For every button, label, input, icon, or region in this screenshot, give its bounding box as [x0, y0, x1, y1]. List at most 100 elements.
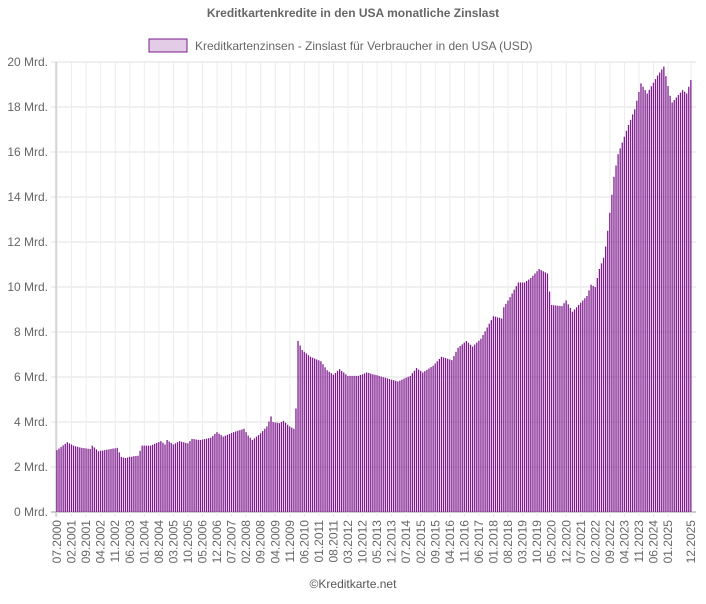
- bar[interactable]: [158, 442, 160, 512]
- bar[interactable]: [347, 375, 349, 512]
- bar[interactable]: [513, 289, 515, 512]
- bar[interactable]: [390, 379, 393, 512]
- bar[interactable]: [295, 408, 297, 513]
- bar[interactable]: [110, 449, 112, 512]
- bar[interactable]: [112, 448, 114, 512]
- bar[interactable]: [407, 376, 409, 512]
- bar[interactable]: [536, 271, 538, 512]
- bar[interactable]: [420, 370, 422, 512]
- bar[interactable]: [511, 293, 513, 512]
- bar[interactable]: [590, 284, 592, 512]
- bar[interactable]: [444, 358, 447, 512]
- bar[interactable]: [521, 282, 524, 513]
- bar[interactable]: [314, 358, 316, 512]
- bar[interactable]: [245, 432, 247, 512]
- bar[interactable]: [58, 448, 60, 512]
- bar[interactable]: [264, 428, 266, 512]
- bar[interactable]: [172, 444, 174, 513]
- bar[interactable]: [106, 449, 108, 512]
- bar[interactable]: [83, 448, 85, 512]
- bar[interactable]: [461, 344, 463, 512]
- bar[interactable]: [164, 444, 166, 513]
- bar[interactable]: [659, 72, 661, 512]
- bar[interactable]: [453, 356, 455, 512]
- bar[interactable]: [486, 327, 488, 513]
- bar[interactable]: [609, 212, 611, 512]
- bar[interactable]: [675, 97, 677, 513]
- bar[interactable]: [656, 75, 659, 513]
- bar[interactable]: [95, 449, 98, 512]
- bar[interactable]: [218, 433, 220, 512]
- bar[interactable]: [598, 269, 601, 512]
- bar[interactable]: [415, 368, 418, 512]
- bar[interactable]: [255, 436, 258, 512]
- bar[interactable]: [328, 371, 330, 512]
- bar[interactable]: [671, 102, 673, 513]
- bar[interactable]: [266, 426, 268, 513]
- bar[interactable]: [411, 373, 413, 512]
- bar[interactable]: [232, 432, 235, 512]
- bar[interactable]: [131, 456, 133, 512]
- bar[interactable]: [72, 445, 75, 512]
- bar[interactable]: [686, 93, 688, 513]
- bar[interactable]: [89, 449, 91, 512]
- bar[interactable]: [555, 305, 557, 512]
- bar[interactable]: [636, 100, 638, 512]
- bar[interactable]: [241, 429, 243, 512]
- bar[interactable]: [619, 148, 621, 512]
- bar[interactable]: [270, 416, 272, 512]
- bar[interactable]: [299, 345, 301, 513]
- bar[interactable]: [611, 194, 613, 512]
- bar[interactable]: [548, 291, 551, 513]
- bar[interactable]: [600, 263, 603, 512]
- bar[interactable]: [284, 422, 287, 512]
- bar[interactable]: [141, 445, 143, 512]
- bar[interactable]: [488, 323, 490, 512]
- bar[interactable]: [205, 438, 208, 512]
- bar[interactable]: [247, 435, 249, 513]
- bar[interactable]: [228, 433, 231, 512]
- bar[interactable]: [278, 423, 280, 512]
- bar[interactable]: [465, 341, 468, 512]
- bar[interactable]: [243, 428, 245, 512]
- bar[interactable]: [503, 307, 505, 512]
- bar[interactable]: [490, 320, 492, 512]
- bar[interactable]: [56, 450, 58, 512]
- bar[interactable]: [661, 69, 663, 513]
- bar[interactable]: [320, 361, 322, 512]
- bar[interactable]: [669, 95, 671, 512]
- bar[interactable]: [679, 92, 682, 512]
- bar[interactable]: [571, 311, 574, 512]
- bar[interactable]: [515, 286, 517, 512]
- bar[interactable]: [584, 298, 586, 512]
- bar[interactable]: [60, 446, 62, 512]
- bar[interactable]: [303, 351, 305, 512]
- bar[interactable]: [378, 375, 380, 512]
- bar[interactable]: [469, 344, 472, 512]
- bar[interactable]: [382, 377, 384, 512]
- bar[interactable]: [640, 83, 642, 512]
- bar[interactable]: [305, 353, 307, 512]
- bar[interactable]: [413, 370, 416, 512]
- bar[interactable]: [430, 367, 432, 512]
- bar[interactable]: [509, 297, 511, 512]
- bar[interactable]: [681, 90, 684, 512]
- bar[interactable]: [565, 300, 567, 513]
- bar[interactable]: [403, 378, 405, 512]
- bar[interactable]: [77, 446, 79, 512]
- bar[interactable]: [644, 90, 646, 512]
- bar[interactable]: [476, 342, 478, 512]
- bar[interactable]: [478, 340, 480, 512]
- bar[interactable]: [575, 307, 578, 512]
- bar[interactable]: [424, 371, 426, 512]
- bar[interactable]: [573, 309, 576, 513]
- bar[interactable]: [280, 422, 283, 512]
- bar[interactable]: [189, 441, 191, 512]
- bar[interactable]: [79, 447, 81, 512]
- bar[interactable]: [338, 369, 341, 512]
- bar[interactable]: [602, 257, 605, 512]
- bar[interactable]: [665, 76, 667, 513]
- bar[interactable]: [553, 305, 555, 512]
- bar[interactable]: [582, 300, 584, 513]
- bar[interactable]: [257, 435, 260, 512]
